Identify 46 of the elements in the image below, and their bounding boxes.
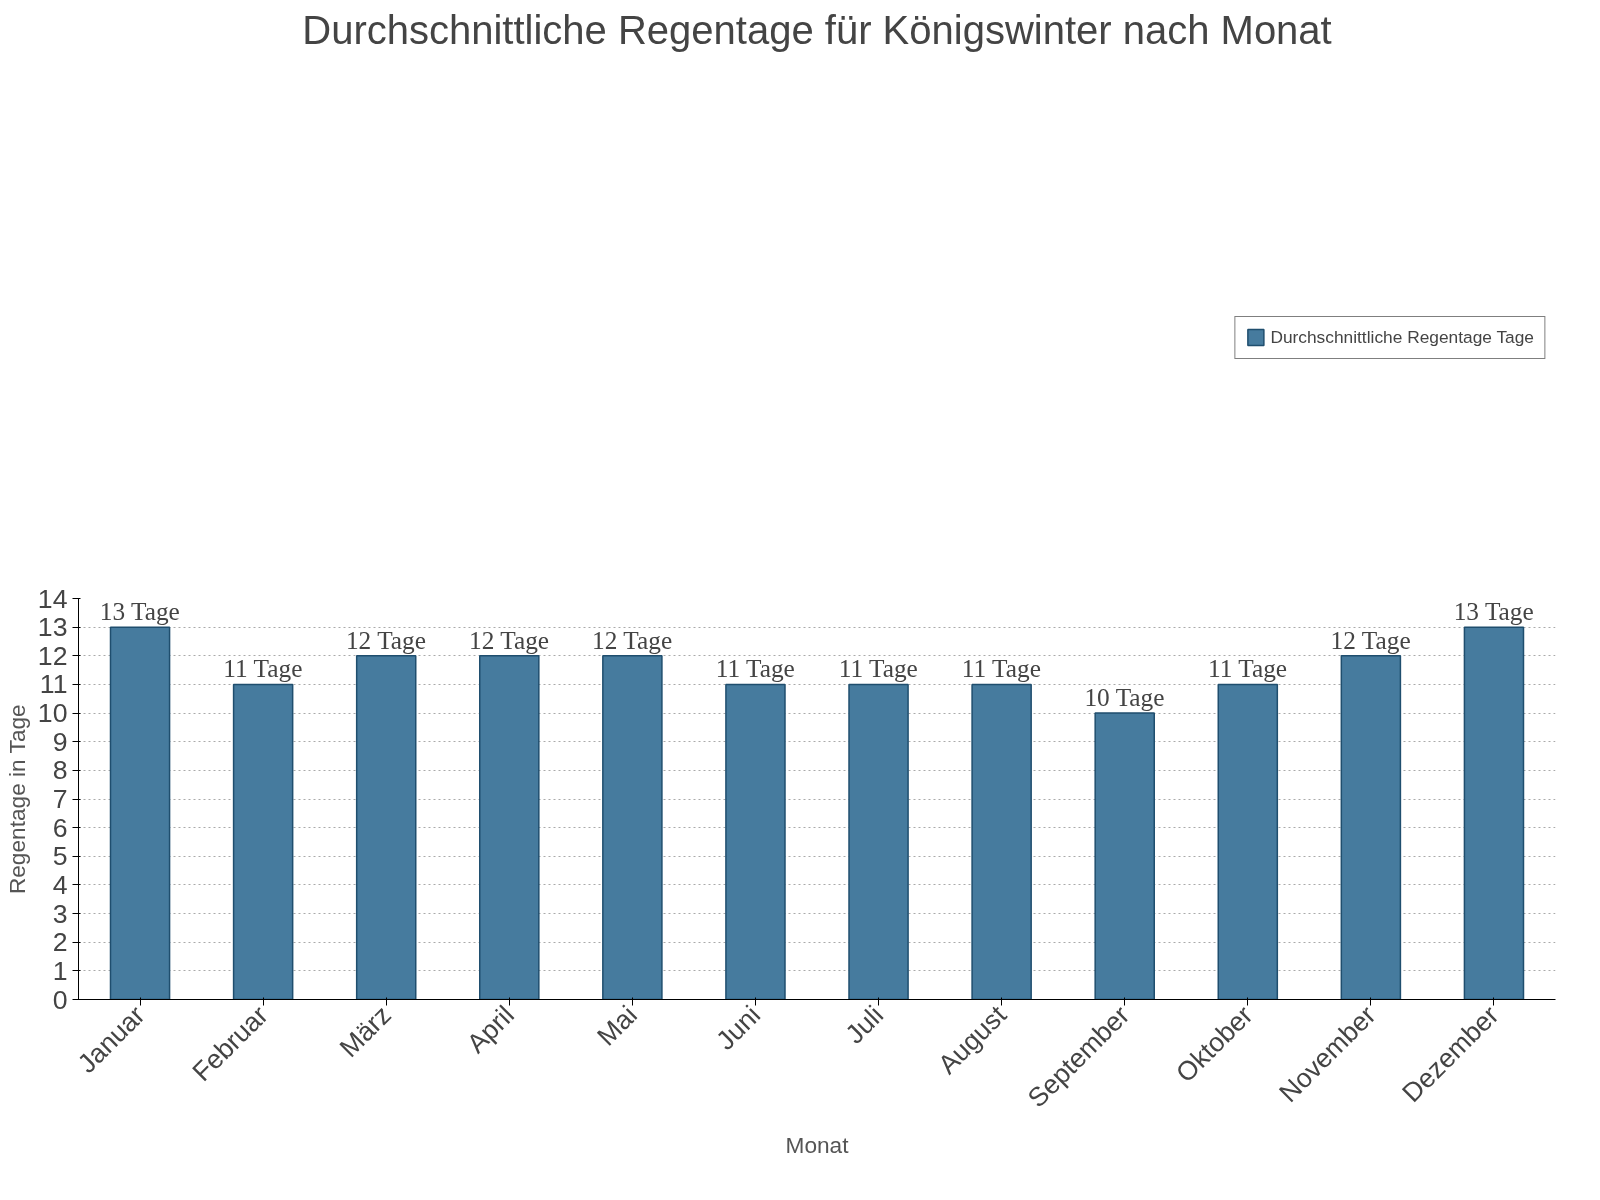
data-label: 12 Tage [345, 625, 427, 654]
y-tick-label: 12 [37, 640, 68, 671]
data-label: 12 Tage [1330, 625, 1411, 654]
x-tick-label: Mai [591, 999, 643, 1052]
bar [602, 655, 663, 1000]
bar [109, 626, 171, 1000]
data-label: 11 Tage [223, 654, 303, 683]
y-tick-label: 3 [52, 898, 68, 929]
bar [479, 655, 540, 1000]
y-tick-label: 0 [52, 984, 68, 1015]
y-tick-label: 5 [52, 841, 68, 872]
bar [1217, 683, 1279, 1000]
y-tick-label: 11 [39, 669, 68, 700]
data-label: 11 Tage [1208, 654, 1288, 683]
y-tick-label: 2 [52, 927, 68, 958]
bar [355, 655, 417, 1000]
data-label: 11 Tage [715, 654, 795, 683]
y-tick-label: 14 [37, 583, 68, 614]
legend-label: Durchschnittliche Regentage Tage [1270, 326, 1534, 348]
y-axis-title: Regentage in Tage [3, 704, 30, 895]
y-tick-label: 1 [52, 955, 68, 986]
data-label: 13 Tage [99, 597, 180, 626]
y-tick-label: 8 [52, 755, 68, 786]
bar [848, 683, 909, 1000]
x-axis-title: Monat [785, 1131, 850, 1158]
y-tick-label: 10 [37, 698, 68, 729]
data-label: 13 Tage [1453, 597, 1534, 626]
x-tick-label: Juli [839, 999, 890, 1050]
chart-title: Durchschnittliche Regentage für Königswinter nach Monat [302, 7, 1332, 52]
x-tick-label: Juni [710, 999, 767, 1056]
data-label: 11 Tage [838, 654, 918, 683]
y-tick-label: 7 [52, 784, 68, 814]
y-tick-label: 9 [52, 726, 68, 757]
y-tick-label: 13 [37, 612, 68, 643]
data-label: 10 Tage [1084, 683, 1165, 712]
bar [725, 683, 786, 1000]
bar [971, 683, 1032, 1000]
y-tick-label: 4 [52, 869, 68, 900]
y-tick-label: 6 [52, 812, 68, 843]
bar [232, 683, 294, 1000]
bar [1463, 626, 1525, 1000]
data-label: 12 Tage [592, 625, 673, 654]
bar [1340, 655, 1402, 1000]
bar [1094, 712, 1155, 1000]
data-label: 12 Tage [469, 625, 550, 654]
data-label: 11 Tage [961, 654, 1041, 683]
